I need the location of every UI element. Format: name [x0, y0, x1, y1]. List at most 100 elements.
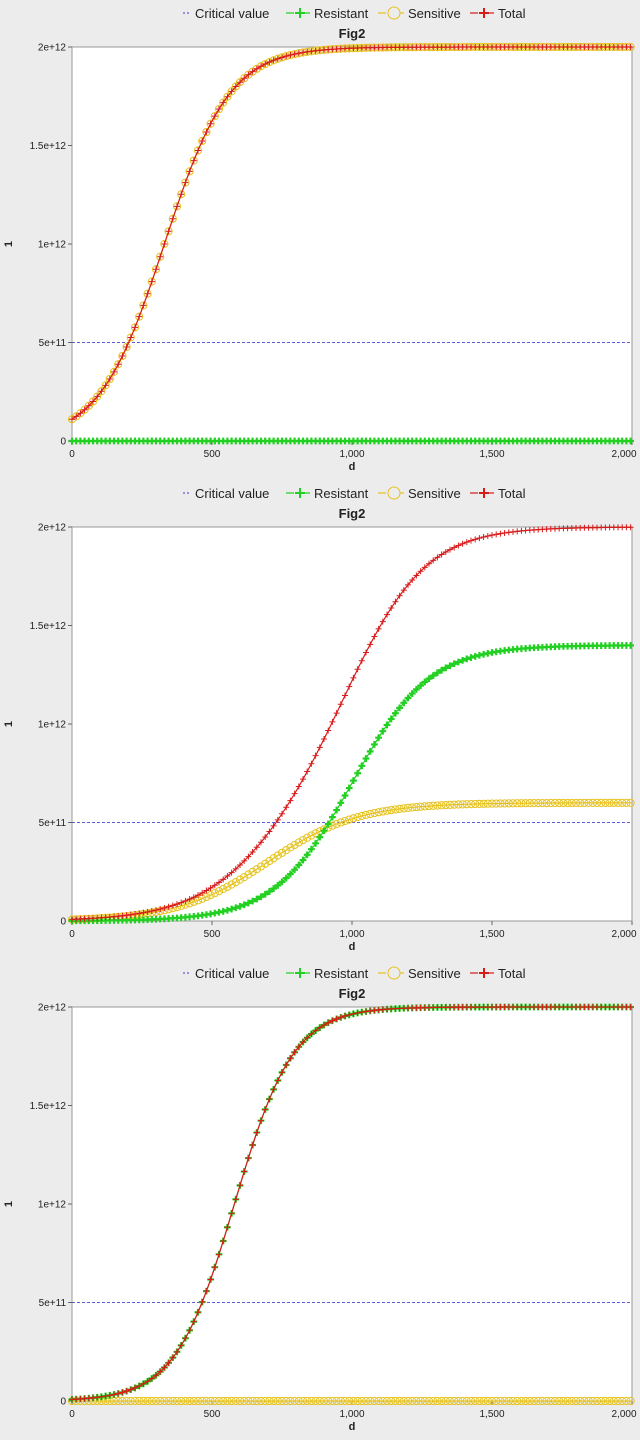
- data-point: [466, 800, 476, 809]
- data-point: [182, 1335, 189, 1342]
- data-point: [550, 798, 560, 808]
- data-point: [115, 361, 122, 368]
- data-point: [580, 1396, 589, 1406]
- data-point: [307, 1396, 316, 1406]
- data-point: [446, 662, 454, 670]
- data-point: [274, 55, 281, 62]
- data-point: [496, 799, 505, 808]
- data-point: [618, 1396, 627, 1406]
- data-point: [450, 800, 459, 809]
- data-point: [195, 892, 201, 899]
- data-point: [295, 783, 302, 790]
- data-point: [151, 265, 161, 274]
- data-point: [487, 1396, 497, 1406]
- x-axis-label: d: [349, 941, 356, 953]
- data-point: [291, 51, 298, 58]
- data-point: [468, 537, 474, 544]
- data-point: [378, 807, 387, 816]
- data-point: [282, 846, 291, 855]
- data-point: [429, 801, 438, 810]
- data-point: [442, 664, 450, 672]
- data-point: [136, 313, 143, 320]
- data-point: [279, 1069, 285, 1076]
- data-point: [312, 752, 319, 759]
- data-point: [174, 203, 180, 210]
- data-point: [157, 253, 164, 260]
- data-point: [132, 911, 138, 918]
- data-point: [383, 721, 391, 729]
- data-point: [400, 699, 408, 707]
- data-point: [442, 548, 449, 555]
- data-point: [405, 581, 411, 588]
- data-point: [534, 798, 543, 808]
- data-point: [235, 875, 245, 884]
- y-tick-label: 1e+12: [38, 720, 67, 731]
- data-point: [626, 1396, 635, 1406]
- data-point: [479, 1396, 488, 1406]
- legend-label: Total: [498, 486, 526, 501]
- data-point: [130, 1396, 140, 1406]
- data-point: [429, 672, 437, 680]
- data-point: [525, 799, 534, 808]
- legend: Critical value Resistant Sensitive Total: [183, 486, 526, 501]
- data-point: [143, 289, 152, 298]
- data-point: [492, 1396, 501, 1406]
- data-point: [270, 57, 277, 64]
- data-point: [277, 848, 287, 857]
- data-point: [374, 1396, 383, 1406]
- data-point: [325, 727, 332, 734]
- data-point: [144, 1378, 151, 1385]
- data-point: [181, 1396, 190, 1406]
- data-point: [169, 1354, 176, 1361]
- data-point: [169, 215, 176, 222]
- y-tick-label: 5e+11: [39, 1298, 67, 1309]
- data-point: [613, 1396, 623, 1406]
- data-point: [139, 301, 148, 310]
- data-point: [214, 104, 224, 114]
- data-point: [489, 532, 495, 539]
- data-point: [361, 810, 371, 820]
- data-point: [106, 375, 113, 382]
- data-point: [174, 901, 180, 908]
- data-point: [504, 799, 513, 808]
- data-point: [127, 911, 134, 918]
- data-point: [424, 1396, 434, 1406]
- data-point: [265, 856, 274, 866]
- data-point: [613, 798, 623, 807]
- data-point: [299, 856, 307, 864]
- data-point: [248, 867, 257, 876]
- data-point: [211, 113, 218, 120]
- data-point: [345, 815, 354, 824]
- data-point: [555, 1396, 564, 1406]
- data-point: [190, 157, 197, 164]
- data-point: [580, 798, 589, 808]
- data-point: [392, 709, 399, 717]
- data-point: [177, 1396, 186, 1406]
- data-point: [408, 803, 417, 812]
- data-point: [165, 228, 172, 235]
- data-point: [300, 49, 306, 56]
- data-point: [156, 252, 165, 261]
- data-point: [161, 904, 168, 911]
- data-point: [102, 1393, 109, 1400]
- data-point: [156, 1396, 165, 1406]
- y-tick-label: 2e+12: [38, 43, 67, 54]
- data-point: [361, 1396, 371, 1406]
- data-point: [366, 748, 374, 755]
- data-point: [135, 312, 144, 321]
- data-point: [207, 120, 214, 127]
- data-point: [618, 798, 627, 807]
- data-point: [135, 1396, 144, 1406]
- data-point: [245, 899, 252, 907]
- data-point: [333, 710, 340, 717]
- data-point: [354, 666, 361, 673]
- data-point: [294, 49, 303, 58]
- data-point: [472, 536, 479, 543]
- data-point: [374, 808, 383, 817]
- data-point: [90, 398, 96, 405]
- data-point: [307, 831, 316, 840]
- data-point: [375, 625, 382, 632]
- data-point: [111, 368, 117, 375]
- legend-item-resistant: Resistant: [286, 6, 369, 21]
